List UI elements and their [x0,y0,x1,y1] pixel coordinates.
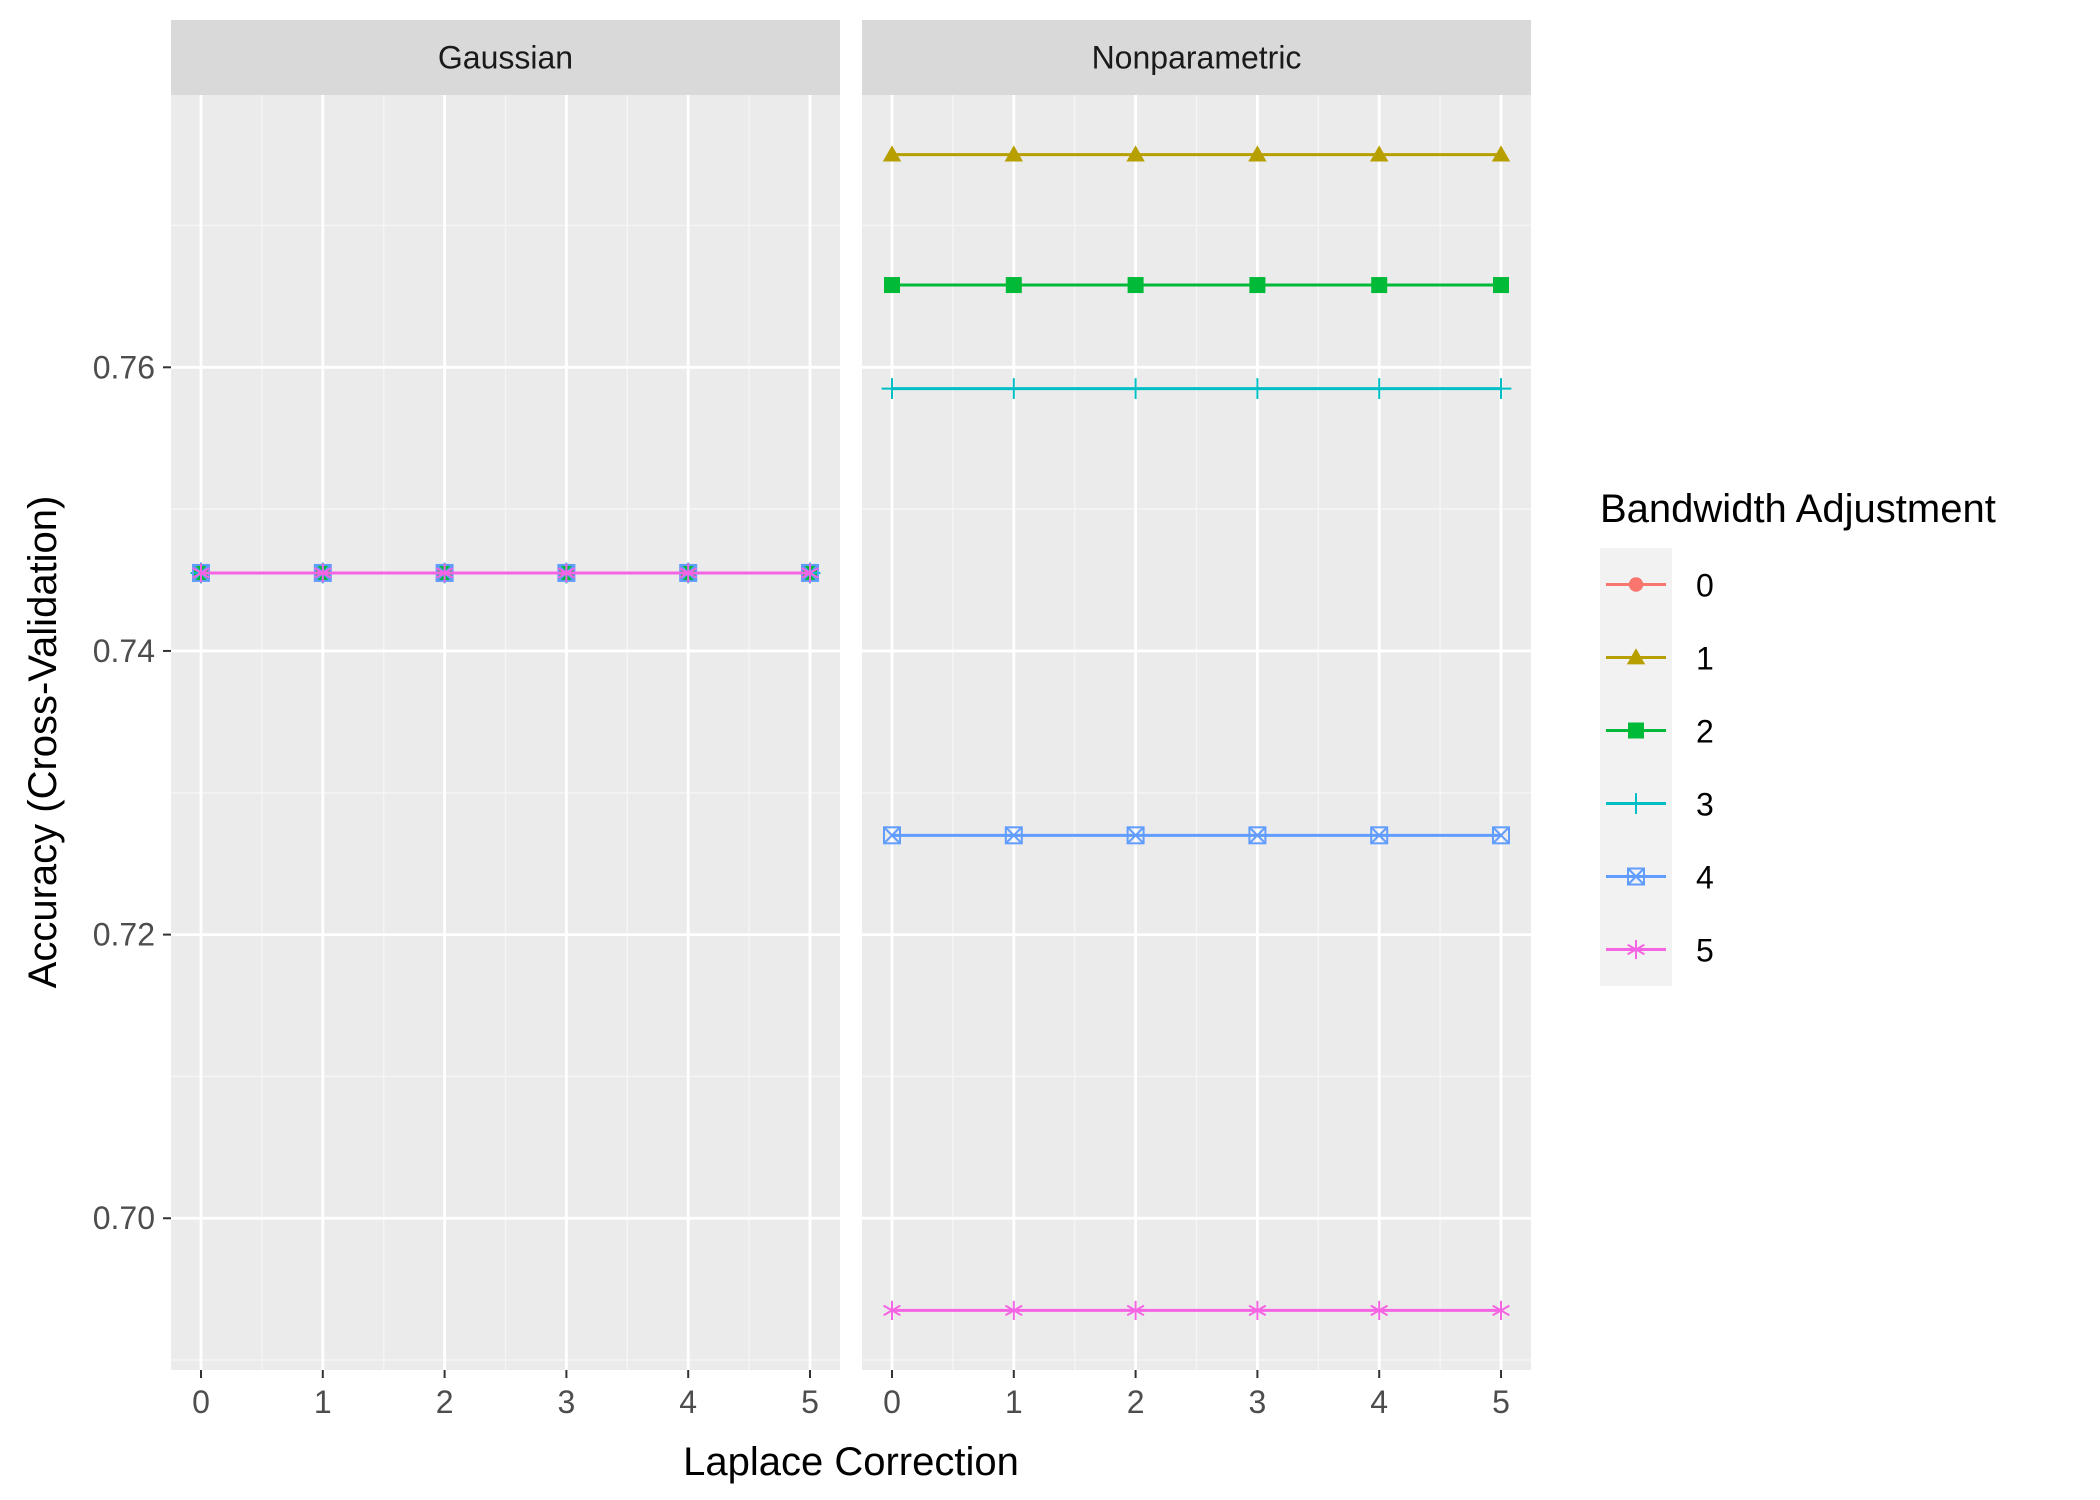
legend-title: Bandwidth Adjustment [1600,487,1996,531]
legend: Bandwidth Adjustment 0 1 2 3 4 5 [1600,487,1996,986]
legend-label: 4 [1696,860,1714,896]
data-point [1126,145,1145,162]
data-point [1004,1300,1023,1321]
series-4 [883,826,1510,845]
legend-entry-4: 4 [1606,860,1714,896]
data-point [1370,826,1389,845]
data-point [882,145,902,162]
legend-label: 3 [1696,787,1714,823]
legend-key-background [1600,548,1672,986]
x-tick-label: 0 [192,1384,210,1420]
legend-entry-2: 2 [1606,714,1714,750]
data-point [1003,378,1025,399]
data-point [192,563,210,583]
data-point [1493,277,1509,294]
facet-strip-label: Nonparametric [1092,40,1302,76]
data-point [1368,378,1390,399]
data-point [679,563,698,583]
x-tick-label: 5 [801,1384,819,1420]
x-tick-label: 4 [679,1384,697,1420]
legend-label: 1 [1696,641,1714,677]
data-point [1490,378,1512,399]
data-point [801,563,819,583]
series-1 [882,145,1511,162]
y-axis-title: Accuracy (Cross-Validation) [21,496,65,989]
series-5 [883,1300,1510,1321]
data-point [1370,1300,1389,1321]
x-tick-label: 1 [1005,1384,1023,1420]
x-tick-label: 0 [883,1384,901,1420]
data-point [1370,145,1389,162]
data-point [1491,145,1511,162]
x-tick-label: 5 [1492,1384,1510,1420]
data-point [1126,1300,1145,1321]
legend-key-marker [1628,722,1644,739]
legend-key-marker [1627,939,1645,960]
data-point [557,563,576,583]
legend-key-marker [1626,648,1646,665]
y-tick-label: 0.76 [93,349,155,385]
panel-gaussian: Gaussian 0 1 2 3 4 5 [171,20,840,1420]
x-axis-title: Laplace Correction [683,1440,1019,1484]
facet-strip-label: Gaussian [438,40,573,76]
data-point [1126,826,1145,845]
x-tick-label: 3 [558,1384,576,1420]
data-point [1249,277,1266,294]
data-point [1004,826,1023,845]
data-point [313,563,332,583]
facet-strip [862,20,1531,95]
legend-entry-3: 3 [1606,787,1714,823]
x-tick-label: 2 [1127,1384,1145,1420]
legend-key-marker [1625,793,1647,814]
data-point [1371,277,1388,294]
data-point [1125,378,1146,399]
series-5 [192,563,819,583]
y-tick-label: 0.72 [93,917,155,953]
data-point [881,378,903,399]
facet-strip [171,20,840,95]
legend-entry-5: 5 [1606,933,1714,969]
legend-label: 5 [1696,933,1714,969]
legend-label: 0 [1696,568,1714,604]
legend-entry-1: 1 [1606,641,1714,677]
series-2 [884,277,1509,294]
y-tick-label: 0.74 [93,633,155,669]
legend-label: 2 [1696,714,1714,750]
data-point [1127,277,1144,294]
data-point [883,1300,901,1321]
x-tick-label: 4 [1370,1384,1388,1420]
x-tick-label: 1 [314,1384,332,1420]
data-point [1248,1300,1267,1321]
y-tick-label: 0.70 [93,1200,155,1236]
data-point [1248,145,1267,162]
legend-key-marker [1628,577,1644,592]
data-point [1248,826,1267,845]
x-tick-label: 3 [1249,1384,1267,1420]
legend-key-marker [1627,867,1645,886]
legend-entry-0: 0 [1606,568,1714,604]
data-point [884,277,900,294]
data-point [1005,277,1022,294]
chart-panels: Gaussian 0 1 2 3 4 5 Nonparametric 0 1 2 3 4 5 0.70 0.7… [93,20,1531,1420]
data-point [883,826,901,845]
data-point [1492,826,1510,845]
series-3 [881,378,1512,399]
x-tick-label: 2 [436,1384,454,1420]
data-point [1247,378,1268,399]
panel-nonparametric: Nonparametric 0 1 2 3 4 5 [862,20,1531,1420]
data-point [1492,1300,1510,1321]
data-point [435,563,454,583]
data-point [1004,145,1023,162]
